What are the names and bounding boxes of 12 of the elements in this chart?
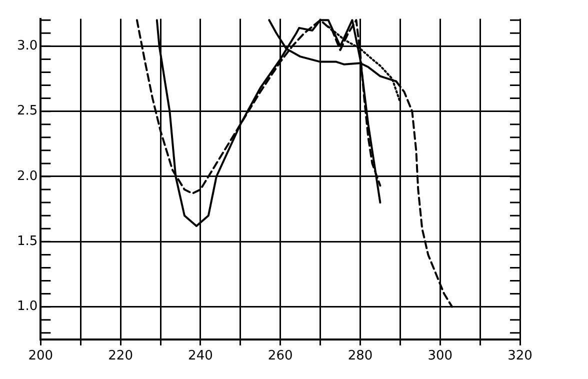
- x-tick-label: 260: [268, 348, 293, 364]
- x-tick-label: 320: [508, 348, 532, 364]
- x-tick-label: 200: [28, 348, 54, 364]
- x-tick-label: 300: [428, 348, 453, 364]
- y-tick-label: 3.0: [16, 38, 38, 54]
- y-tick-label: 2.5: [16, 104, 38, 119]
- x-tick-label: 220: [108, 348, 133, 364]
- x-tick-label: 280: [348, 348, 373, 364]
- y-tick-label: 1.5: [16, 234, 38, 250]
- y-tick-label: 1.0: [16, 299, 38, 314]
- y-tick-label: 2.0: [16, 168, 38, 184]
- x-tick-label: 240: [188, 348, 213, 364]
